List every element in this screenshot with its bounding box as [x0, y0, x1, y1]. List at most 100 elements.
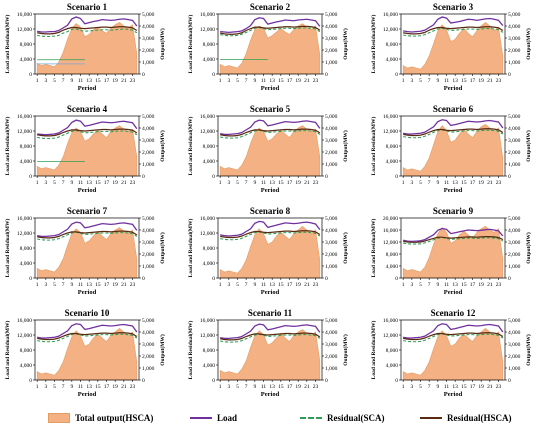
- y2-tick-label: 2,000: [508, 48, 521, 54]
- y-tick-label: 4,000: [386, 363, 399, 369]
- x-tick-label: 11: [261, 78, 267, 84]
- x-tick-label: 5: [53, 78, 56, 84]
- y-tick-label: 0: [212, 378, 215, 384]
- x-tick-label: 1: [402, 282, 405, 288]
- chart-scenario-1: Scenario 104,0008,00012,00016,00001,0002…: [4, 2, 166, 92]
- x-tick-label: 17: [470, 282, 476, 288]
- series-line-load: [403, 323, 504, 339]
- x-tick-label: 15: [461, 282, 467, 288]
- x-tick-label: 19: [295, 78, 301, 84]
- y2-axis-label: Output(MW): [525, 130, 532, 162]
- y-tick-label: 20,000: [383, 216, 398, 222]
- x-tick-label: 19: [112, 180, 118, 186]
- x-tick-label: 19: [295, 282, 301, 288]
- x-tick-label: 9: [253, 384, 256, 390]
- x-tick-label: 23: [496, 180, 502, 186]
- y2-tick-label: 2,000: [142, 354, 155, 360]
- y-tick-label: 8,000: [386, 144, 399, 150]
- y2-tick-label: 1,000: [508, 264, 521, 270]
- x-tick-label: 1: [402, 384, 405, 390]
- series-line-residual-sca: [37, 231, 138, 241]
- x-tick-label: 13: [86, 282, 92, 288]
- y2-tick-label: 5,000: [508, 216, 521, 222]
- chart-title: Scenario 3: [433, 2, 474, 12]
- x-tick-label: 13: [269, 282, 275, 288]
- y-tick-label: 16,000: [200, 12, 215, 18]
- y-tick-label: 8,000: [203, 348, 216, 354]
- y2-tick-label: 4,000: [325, 126, 338, 132]
- series-line-residual-sca: [220, 333, 321, 343]
- x-tick-label: 13: [86, 78, 92, 84]
- series-line-residual-hsca: [220, 230, 321, 239]
- y2-axis-label: Output(MW): [159, 232, 166, 264]
- y-tick-label: 8,000: [20, 348, 33, 354]
- x-tick-label: 5: [419, 282, 422, 288]
- x-tick-label: 13: [86, 180, 92, 186]
- y-tick-label: 0: [29, 174, 32, 180]
- y2-tick-label: 5,000: [325, 114, 338, 120]
- x-tick-label: 11: [78, 78, 84, 84]
- y2-tick-label: 4,000: [508, 126, 521, 132]
- y-tick-label: 4,000: [20, 159, 33, 165]
- y-axis-label: Load and Residual(MW): [187, 320, 194, 379]
- y-tick-label: 8,000: [386, 348, 399, 354]
- y-tick-label: 4,000: [386, 159, 399, 165]
- y-tick-label: 8,000: [203, 144, 216, 150]
- x-tick-label: 3: [410, 78, 413, 84]
- y2-axis-label: Output(MW): [342, 130, 349, 162]
- x-tick-label: 11: [78, 384, 84, 390]
- y2-tick-label: 5,000: [508, 114, 521, 120]
- x-tick-label: 21: [121, 282, 127, 288]
- y-tick-label: 0: [212, 276, 215, 282]
- y2-tick-label: 1,000: [325, 162, 338, 168]
- series-area-total-output: [402, 226, 504, 279]
- y2-tick-label: 3,000: [142, 36, 155, 42]
- x-tick-label: 9: [436, 78, 439, 84]
- x-tick-label: 9: [70, 78, 73, 84]
- x-tick-label: 1: [36, 78, 39, 84]
- x-tick-label: 13: [452, 384, 458, 390]
- x-tick-label: 23: [130, 282, 136, 288]
- series-line-load: [403, 227, 504, 243]
- x-tick-label: 9: [436, 384, 439, 390]
- x-tick-label: 11: [261, 282, 267, 288]
- y2-tick-label: 2,000: [508, 150, 521, 156]
- y-tick-label: 0: [29, 72, 32, 78]
- chart-scenario-4: Scenario 404,0008,00012,00016,00001,0002…: [4, 104, 166, 194]
- y2-tick-label: 5,000: [142, 318, 155, 324]
- y-axis-label: Load and Residual(MW): [370, 14, 377, 73]
- y-tick-label: 0: [29, 378, 32, 384]
- series-line-load: [37, 16, 138, 33]
- x-tick-label: 5: [236, 384, 239, 390]
- x-tick-label: 7: [62, 384, 65, 390]
- y2-tick-label: 4,000: [142, 126, 155, 132]
- x-tick-label: 3: [44, 384, 47, 390]
- x-tick-label: 17: [470, 384, 476, 390]
- y-tick-label: 8,000: [386, 252, 399, 258]
- y2-tick-label: 5,000: [508, 12, 521, 18]
- legend-label-residual-hsca: Residual(HSCA): [447, 413, 512, 423]
- x-tick-label: 23: [313, 180, 319, 186]
- y2-tick-label: 1,000: [142, 60, 155, 66]
- x-tick-label: 17: [287, 180, 293, 186]
- y-tick-label: 12,000: [200, 231, 215, 237]
- chart-scenario-10: Scenario 1004,0008,00012,00016,00001,000…: [4, 308, 166, 398]
- y2-tick-label: 3,000: [142, 342, 155, 348]
- x-tick-label: 11: [78, 180, 84, 186]
- legend-item-total-output: Total output(HSCA): [48, 410, 153, 426]
- legend-item-residual-hsca: Residual(HSCA): [420, 410, 512, 426]
- y2-tick-label: 5,000: [142, 12, 155, 18]
- y2-axis-label: Output(MW): [159, 28, 166, 60]
- x-tick-label: 19: [478, 384, 484, 390]
- series-line-load: [37, 221, 138, 238]
- x-axis-label: Period: [78, 187, 97, 194]
- x-tick-label: 7: [245, 180, 248, 186]
- x-tick-label: 3: [410, 282, 413, 288]
- x-tick-label: 9: [436, 282, 439, 288]
- x-tick-label: 23: [313, 282, 319, 288]
- chart-scenario-3: Scenario 304,0008,00012,00016,00001,0002…: [370, 2, 532, 92]
- y2-tick-label: 5,000: [325, 12, 338, 18]
- y2-tick-label: 0: [325, 378, 328, 384]
- y-tick-label: 12,000: [200, 27, 215, 33]
- chart-title: Scenario 10: [65, 308, 110, 318]
